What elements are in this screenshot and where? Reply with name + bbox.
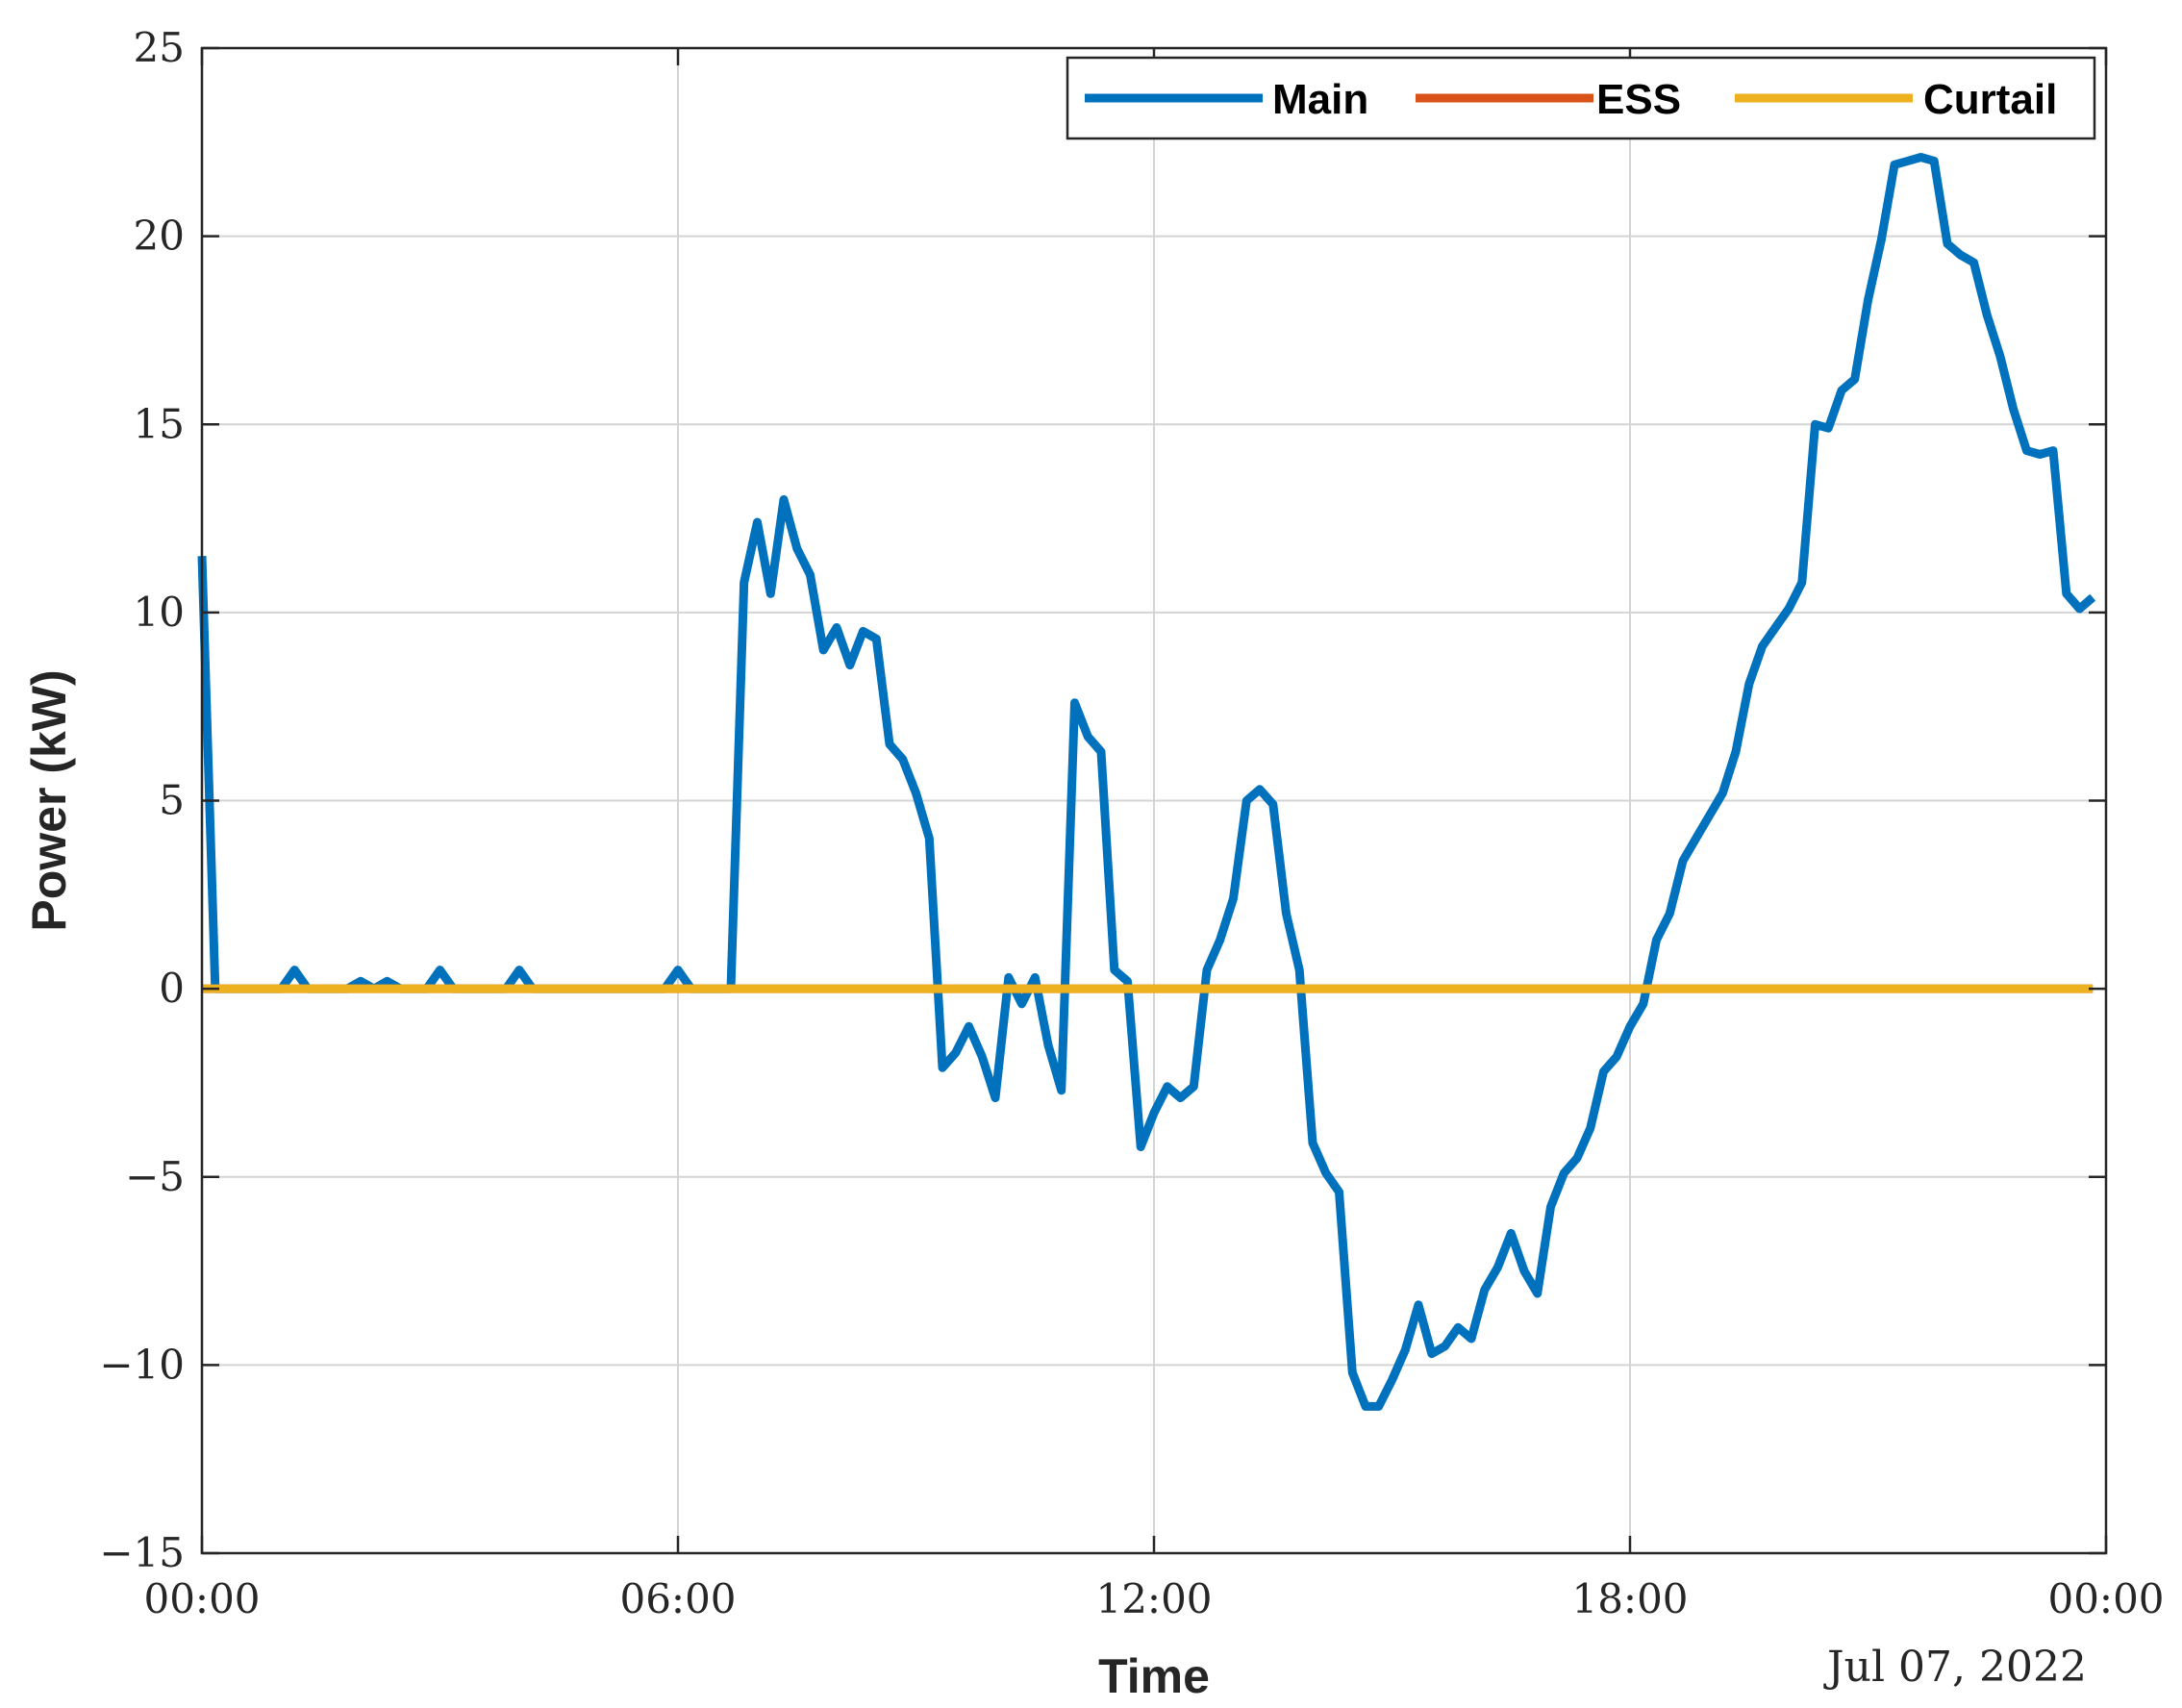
- y-tick-label: −15: [99, 1529, 185, 1576]
- legend[interactable]: Main ESS Curtail: [1066, 56, 2096, 140]
- x-tick-label: 00:00: [2047, 1575, 2164, 1622]
- series-line-main: [197, 153, 2096, 1411]
- plot-area: [197, 46, 2108, 1555]
- legend-label-curtail: Curtail: [1923, 76, 2057, 123]
- x-tick-label: 00:00: [143, 1575, 260, 1622]
- x-axis-title: Time: [1098, 1649, 1210, 1703]
- y-tick-label: 20: [134, 213, 185, 260]
- legend-label-main: Main: [1272, 76, 1368, 123]
- y-tick-label: −5: [125, 1153, 185, 1200]
- y-tick-label: 10: [134, 589, 185, 636]
- date-label: Jul 07, 2022: [1823, 1643, 2087, 1692]
- y-tick-label: 25: [134, 24, 185, 71]
- x-tick-label: 18:00: [1571, 1575, 1688, 1622]
- y-tick-label: 0: [159, 965, 185, 1012]
- y-tick-label: 5: [159, 777, 185, 824]
- series-lines: [197, 153, 2096, 1411]
- tick-labels: −15 −10 −5 0 5 10 15 20 25 00:00 06:00 12:00 18:00 00…: [99, 24, 2164, 1622]
- y-tick-label: −10: [99, 1341, 185, 1388]
- legend-label-ess: ESS: [1596, 76, 1681, 123]
- y-tick-label: 15: [134, 400, 185, 447]
- x-tick-label: 12:00: [1095, 1575, 1212, 1622]
- y-axis-title: Power (kW): [22, 669, 76, 931]
- x-tick-label: 06:00: [619, 1575, 736, 1622]
- tick-marks: [200, 46, 2108, 1555]
